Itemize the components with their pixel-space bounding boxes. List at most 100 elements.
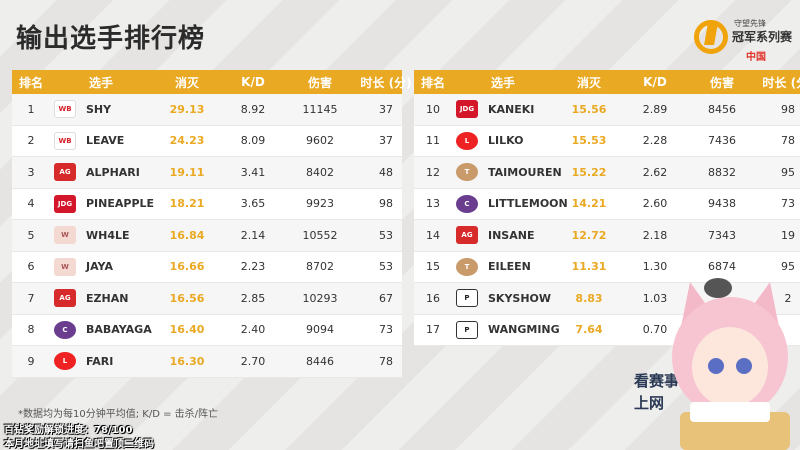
team-logo-cell: WB: [50, 100, 80, 119]
avatar-sleeves: [690, 402, 770, 422]
rank-cell: 6: [27, 260, 35, 274]
rank-cell: 9: [27, 354, 35, 368]
damage-value: 7343: [708, 228, 736, 242]
header-dmg: 伤害: [307, 75, 332, 90]
kd-value: 3.41: [240, 165, 266, 179]
weibo-gaming-logo-icon: WB: [54, 100, 76, 119]
rank-cell: 14: [426, 228, 440, 242]
kd-value: 1.03: [642, 291, 668, 305]
time-value: 98: [379, 197, 393, 211]
time-value: 98: [781, 102, 795, 116]
owcs-china-logo: 守望先锋 冠军系列赛 中国: [692, 12, 793, 63]
player-name: SKYSHOW: [488, 291, 552, 305]
header-player: 选手: [88, 75, 113, 90]
time-value: 2: [784, 291, 792, 305]
panda-logo-icon: P: [456, 289, 478, 308]
time-value: 73: [781, 197, 795, 211]
table-row: 6 W JAYA 16.66 2.23 8702 53: [12, 251, 402, 283]
damage-value: 9602: [306, 134, 334, 148]
jdg-logo-icon: JDG: [456, 100, 478, 119]
header-elim: 消灭: [576, 75, 601, 90]
damage-value: 8446: [306, 354, 334, 368]
leaderboard-table-left: 排名 选手 消灭 K/D 伤害 时长 (分) 1 WB SHY 29.13 8.92 11…: [12, 70, 412, 378]
rank-cell: 4: [27, 197, 35, 211]
team-logo-cell: C: [452, 194, 482, 213]
rank-cell: 10: [426, 102, 440, 116]
team-logo-cell: T: [452, 163, 482, 182]
kd-value: 2.70: [240, 354, 266, 368]
team-logo-cell: AG: [452, 226, 482, 245]
damage-value: 8832: [708, 165, 736, 179]
elim-value: 15.53: [571, 134, 607, 148]
team-logo-cell: JDG: [452, 100, 482, 119]
avatar-cat-hat: [704, 278, 732, 298]
time-value: 53: [379, 228, 393, 242]
logo-line1: 守望先锋: [734, 19, 766, 28]
player-name: TAIMOUREN: [488, 165, 562, 179]
elim-value: 15.22: [571, 165, 607, 179]
elim-value: 14.21: [571, 197, 607, 211]
milk-tea-logo-icon: T: [456, 163, 478, 182]
rank-cell: 17: [426, 323, 440, 337]
damage-value: 11145: [302, 102, 338, 116]
elim-value: 8.83: [575, 291, 603, 305]
elim-value: 24.23: [169, 134, 205, 148]
rank-cell: 5: [27, 228, 35, 242]
player-name: ALPHARI: [86, 165, 140, 179]
time-value: 78: [379, 354, 393, 368]
elim-value: 11.31: [571, 260, 607, 274]
table-row: 8 C BABAYAGA 16.40 2.40 9094 73: [12, 314, 402, 346]
elim-value: 16.66: [169, 260, 205, 274]
rank-cell: 11: [426, 134, 440, 148]
team-logo-cell: T: [452, 257, 482, 276]
elim-value: 16.84: [169, 228, 205, 242]
side-text-line1: 看赛事: [634, 372, 680, 390]
kd-value: 2.89: [642, 102, 668, 116]
elim-value: 7.64: [575, 323, 603, 337]
damage-value: 9438: [708, 197, 736, 211]
overlay-line1: 百钻奖励解锁进度：78/100: [4, 425, 133, 436]
header-rank: 排名: [420, 75, 445, 90]
header-rank: 排名: [18, 75, 43, 90]
wh-logo-icon: W: [54, 257, 76, 276]
kd-value: 0.70: [642, 323, 668, 337]
table-row: 7 AG EZHAN 16.56 2.85 10293 67: [12, 283, 402, 315]
kd-value: 2.40: [240, 323, 266, 337]
table-row: 12 T TAIMOUREN 15.22 2.62 8832 95: [414, 157, 800, 189]
logo-line3: 中国: [746, 52, 766, 63]
table-row: 3 AG ALPHARI 19.11 3.41 8402 48: [12, 157, 402, 189]
overlay-line2: 本月地址填写请扫鱼吧置顶二维码: [4, 439, 154, 450]
table-row: 5 W WH4LE 16.84 2.14 10552 53: [12, 220, 402, 252]
elim-value: 19.11: [169, 165, 205, 179]
damage-value: 7436: [708, 134, 736, 148]
avatar-eye-right: [736, 358, 752, 374]
table-row: 1 WB SHY 29.13 8.92 11145 37: [12, 94, 402, 126]
kd-value: 2.85: [240, 291, 266, 305]
team-logo-cell: W: [50, 226, 80, 245]
player-name: SHY: [86, 102, 112, 116]
team-logo-cell: P: [452, 320, 482, 339]
player-name: INSANE: [488, 228, 535, 242]
rank-cell: 15: [426, 260, 440, 274]
lilko-logo-icon: L: [456, 131, 478, 150]
cat-logo-icon: C: [456, 194, 478, 213]
header-time: 时长 (分): [762, 75, 800, 90]
header-player: 选手: [490, 75, 515, 90]
rank-cell: 8: [27, 323, 35, 337]
player-name: EILEEN: [488, 260, 531, 274]
table-row: 4 JDG PINEAPPLE 18.21 3.65 9923 98: [12, 188, 402, 220]
rank-cell: 12: [426, 165, 440, 179]
time-value: 53: [379, 260, 393, 274]
player-name: BABAYAGA: [86, 323, 152, 337]
damage-value: 9923: [306, 197, 334, 211]
ag-logo-icon: AG: [54, 163, 76, 182]
milk-tea-logo-icon: T: [456, 257, 478, 276]
kd-value: 1.30: [642, 260, 668, 274]
overwatch-logo-icon: [694, 20, 728, 54]
team-logo-cell: WB: [50, 131, 80, 150]
header-kd: K/D: [643, 75, 667, 89]
table-header: 排名 选手 消灭 K/D 伤害 时长 (分): [12, 70, 412, 94]
table-body: 1 WB SHY 29.13 8.92 11145 37 2 WB LEAVE 24.23 8.09 9…: [12, 94, 402, 378]
rank-cell: 13: [426, 197, 440, 211]
logo-line2: 冠军系列赛: [732, 30, 793, 44]
